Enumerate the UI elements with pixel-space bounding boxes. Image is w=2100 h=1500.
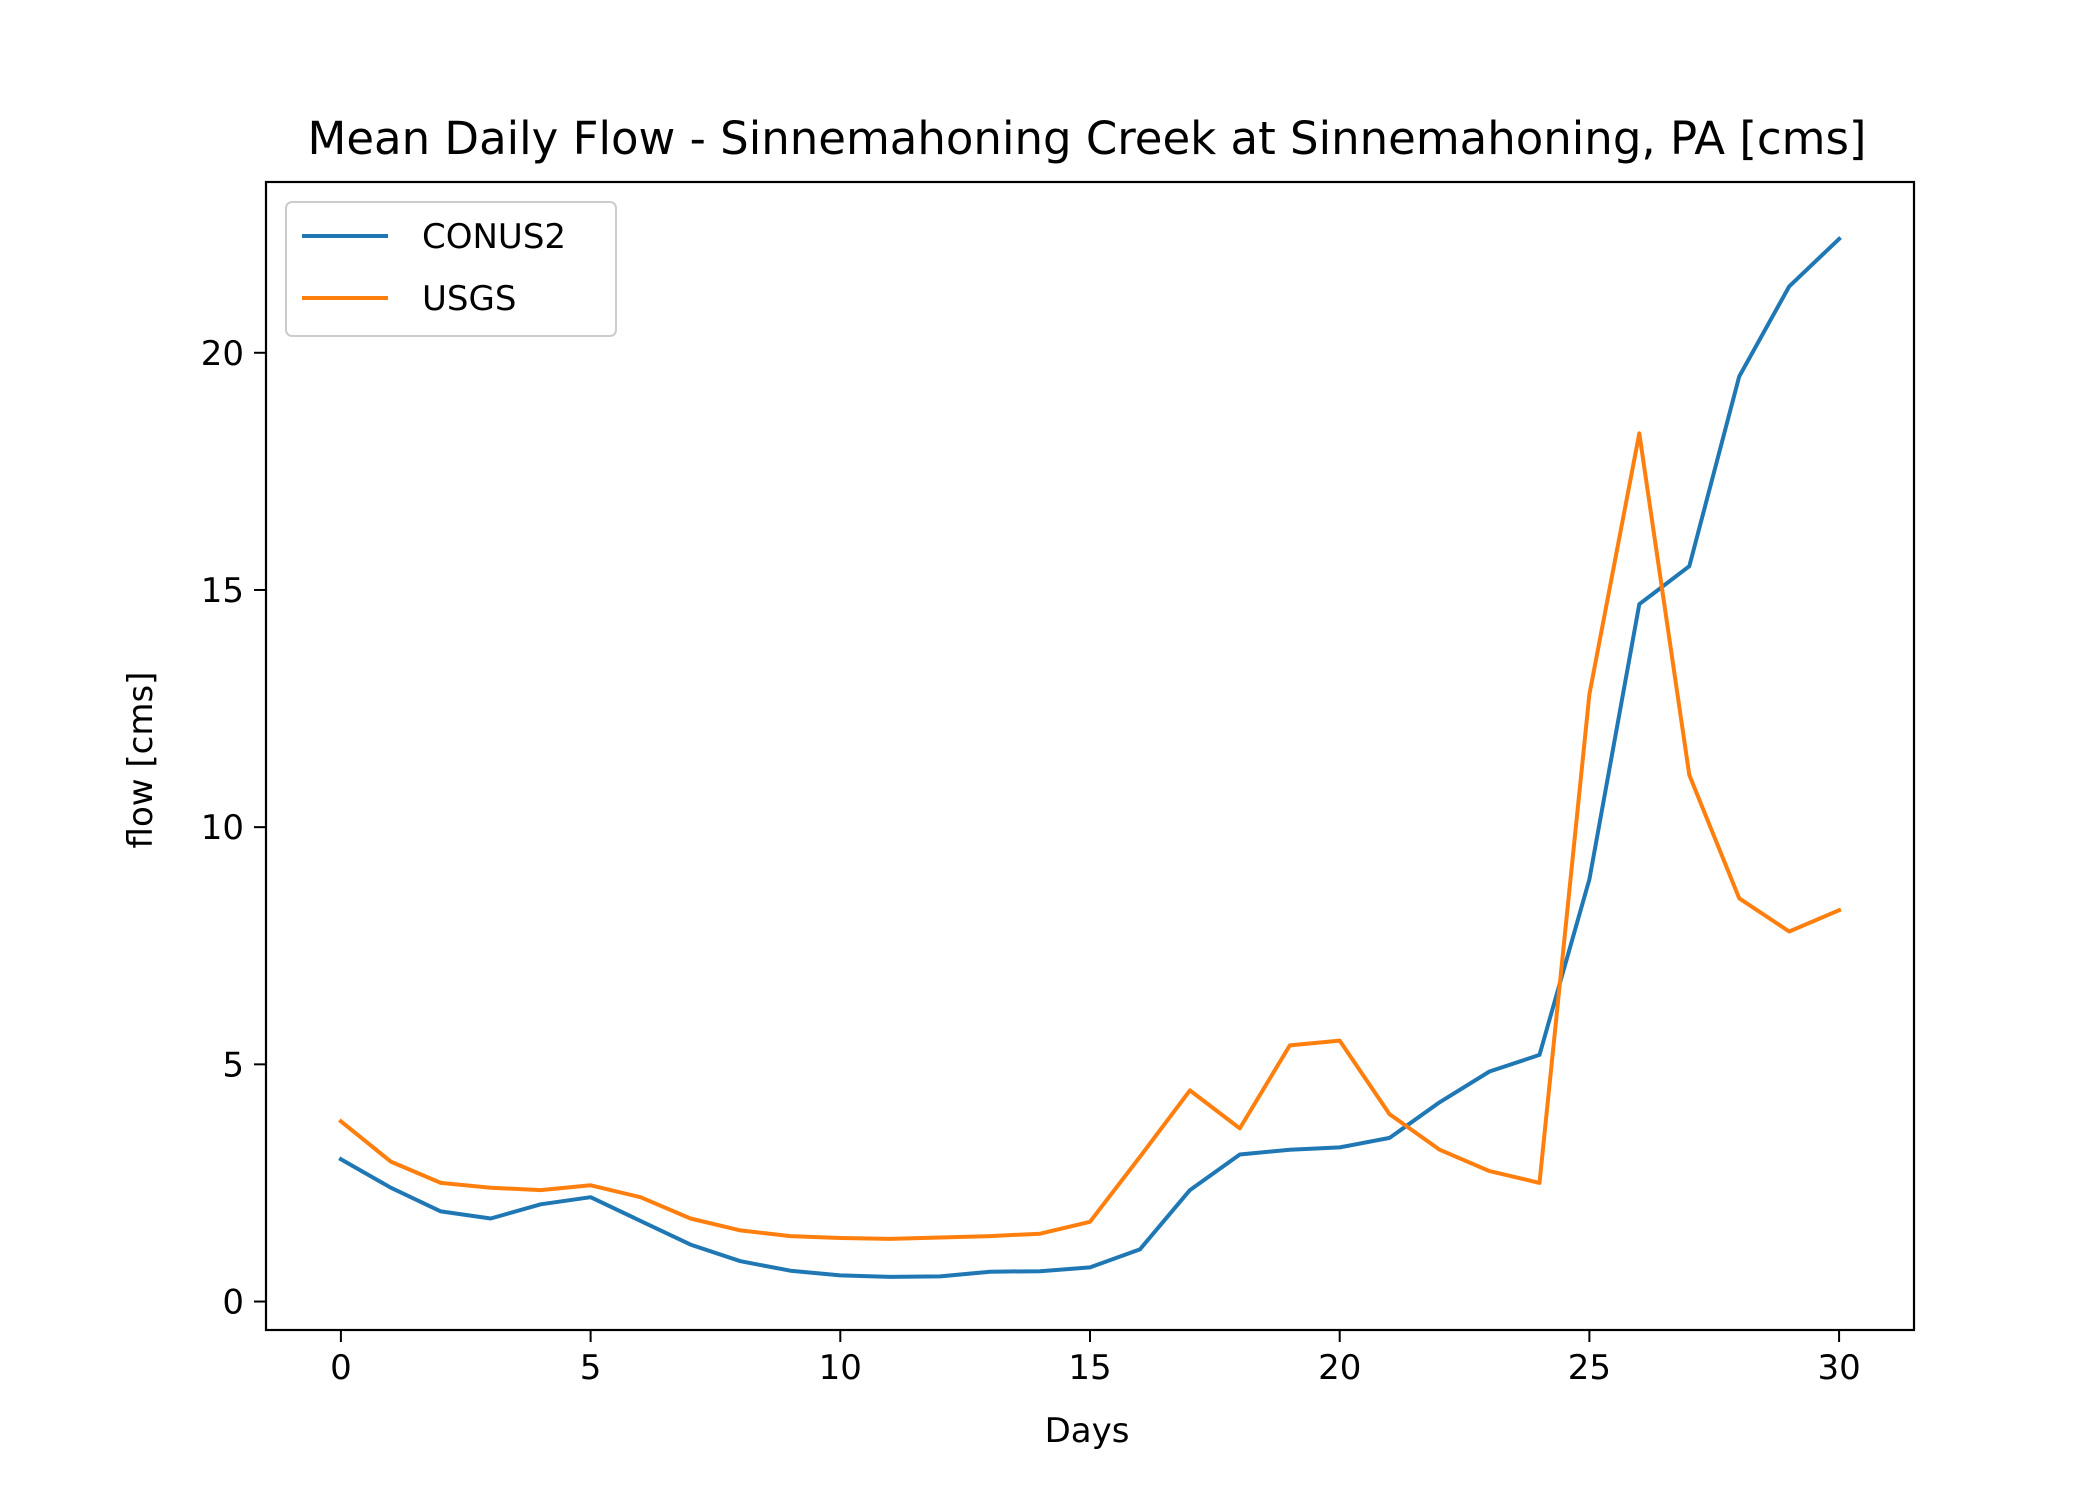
- legend-label-usgs: USGS: [422, 279, 516, 319]
- x-tick-label: 0: [330, 1348, 352, 1388]
- x-tick-label: 20: [1318, 1348, 1361, 1388]
- x-tick-label: 5: [580, 1348, 602, 1388]
- y-tick-label: 15: [201, 571, 244, 611]
- legend: CONUS2 USGS: [285, 201, 617, 337]
- series-line-conus2: [338, 236, 1842, 1279]
- x-tick-label: 10: [819, 1348, 862, 1388]
- chart-title: Mean Daily Flow - Sinnemahoning Creek at…: [308, 112, 1867, 165]
- x-tick-label: 15: [1068, 1348, 1111, 1388]
- series-line-usgs: [338, 431, 1842, 1241]
- y-tick-label: 0: [222, 1283, 244, 1323]
- plot-area: 0 5 10 15 20 25 30 0 5 10 15 20: [201, 180, 1916, 1388]
- x-tick-label: 25: [1568, 1348, 1611, 1388]
- y-tick-label: 20: [201, 334, 244, 374]
- y-tick-label: 5: [222, 1045, 244, 1085]
- legend-label-conus2: CONUS2: [422, 217, 566, 257]
- y-axis-label: flow [cms]: [121, 672, 161, 849]
- x-axis-label: Days: [1045, 1411, 1130, 1451]
- y-tick-label: 10: [201, 808, 244, 848]
- x-tick-label: 30: [1817, 1348, 1860, 1388]
